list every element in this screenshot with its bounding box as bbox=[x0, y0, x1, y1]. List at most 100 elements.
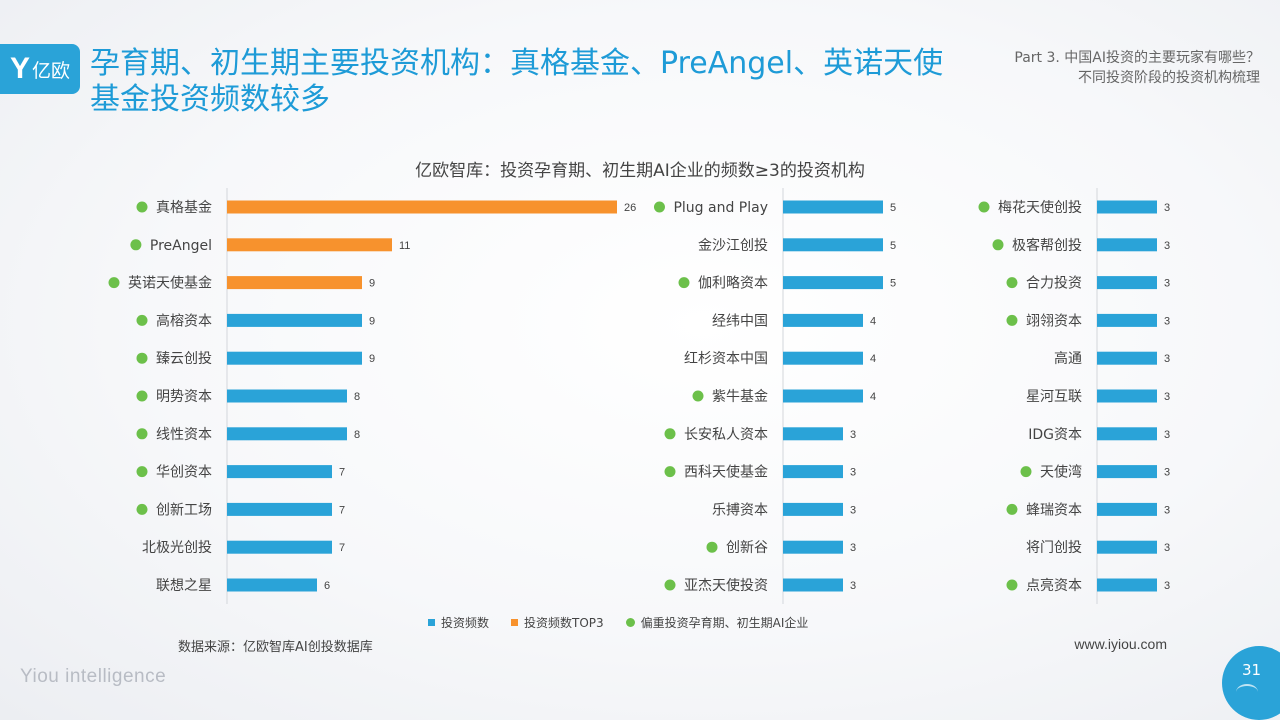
bar bbox=[783, 502, 843, 516]
focus-dot-icon bbox=[1006, 314, 1018, 326]
bar-value-label: 8 bbox=[354, 429, 360, 441]
bar-value-label: 4 bbox=[870, 315, 876, 327]
focus-dot-icon bbox=[136, 352, 148, 364]
bar bbox=[783, 389, 863, 403]
logo-mark: Y bbox=[9, 52, 30, 85]
category-label: 华创资本 bbox=[156, 465, 212, 481]
category-label: 天使湾 bbox=[1040, 464, 1082, 481]
bar-value-label: 8 bbox=[354, 391, 360, 403]
bar bbox=[227, 502, 332, 516]
category-label: 经纬中国 bbox=[712, 313, 768, 329]
bar bbox=[227, 427, 347, 441]
bar-value-label: 3 bbox=[1164, 353, 1170, 365]
bar bbox=[227, 200, 617, 214]
bar-value-label: 5 bbox=[890, 202, 896, 214]
page-title: 孕育期、初生期主要投资机构：真格基金、PreAngel、英诺天使基金投资频数较多 bbox=[90, 46, 944, 117]
legend-label-frequency: 投资频数 bbox=[441, 616, 490, 630]
bar bbox=[1097, 389, 1157, 403]
category-label: 极客帮创投 bbox=[1012, 237, 1082, 254]
bar-value-label: 3 bbox=[1164, 504, 1170, 516]
bar-value-label: 3 bbox=[850, 542, 856, 554]
category-label: PreAngel bbox=[150, 238, 212, 254]
category-label: 长安私人资本 bbox=[684, 427, 768, 443]
bar bbox=[227, 389, 347, 403]
bar bbox=[1097, 465, 1157, 479]
category-label: 英诺天使基金 bbox=[128, 275, 212, 292]
category-label: 亚杰天使投资 bbox=[684, 577, 768, 594]
bar bbox=[783, 276, 883, 290]
bar-value-label: 3 bbox=[1164, 315, 1170, 327]
focus-dot-icon bbox=[136, 428, 148, 440]
focus-dot-icon bbox=[136, 390, 148, 402]
bar-value-label: 3 bbox=[850, 467, 856, 479]
logo-text: 亿欧 bbox=[32, 59, 71, 82]
category-label: 臻云创投 bbox=[156, 351, 212, 367]
bar-value-label: 3 bbox=[1164, 240, 1170, 252]
chart-title: 亿欧智库：投资孕育期、初生期AI企业的频数≥3的投资机构 bbox=[415, 161, 865, 181]
bar-value-label: 5 bbox=[890, 240, 896, 252]
focus-dot-icon bbox=[692, 390, 704, 402]
bar-value-label: 3 bbox=[850, 429, 856, 441]
bar bbox=[1097, 502, 1157, 516]
yiou-logo: Y 亿欧 bbox=[0, 44, 80, 94]
category-label: 将门创投 bbox=[1026, 540, 1082, 556]
legend-item-top3: 投资频数TOP3 bbox=[511, 614, 604, 631]
category-label: 红杉资本中国 bbox=[684, 351, 768, 367]
focus-dot-icon bbox=[664, 428, 676, 440]
category-label: 线性资本 bbox=[156, 427, 212, 443]
focus-dot-icon bbox=[992, 239, 1004, 251]
focus-dot-icon bbox=[136, 503, 148, 515]
focus-dot-icon bbox=[1006, 503, 1018, 515]
chart-legend: 投资频数 投资频数TOP3 偏重投资孕育期、初生期AI企业 bbox=[428, 614, 808, 631]
legend-label-focus: 偏重投资孕育期、初生期AI企业 bbox=[640, 616, 809, 630]
bar-value-label: 26 bbox=[624, 202, 636, 214]
bar bbox=[227, 276, 362, 290]
focus-dot-icon bbox=[108, 277, 120, 289]
focus-dot-icon bbox=[664, 579, 676, 591]
page-number-badge: 31 bbox=[1222, 646, 1280, 720]
focus-dot-icon bbox=[136, 314, 148, 326]
legend-item-focus: 偏重投资孕育期、初生期AI企业 bbox=[625, 614, 809, 631]
category-label: 伽利略资本 bbox=[698, 276, 768, 292]
legend-label-top3: 投资频数TOP3 bbox=[524, 616, 604, 630]
focus-dot-icon bbox=[1006, 579, 1018, 591]
bar bbox=[1097, 238, 1157, 252]
bar bbox=[227, 540, 332, 554]
bar bbox=[783, 200, 883, 214]
bar-value-label: 3 bbox=[1164, 542, 1170, 554]
bar-value-label: 3 bbox=[1164, 202, 1170, 214]
category-label: 真格基金 bbox=[156, 199, 212, 216]
bar bbox=[227, 351, 362, 365]
bar-value-label: 4 bbox=[870, 353, 876, 365]
focus-dot-icon bbox=[1006, 277, 1018, 289]
legend-swatch-frequency bbox=[428, 619, 435, 626]
bar-value-label: 3 bbox=[1164, 391, 1170, 403]
data-source: 数据来源：亿欧智库AI创投数据库 bbox=[178, 640, 373, 655]
bar bbox=[783, 427, 843, 441]
focus-dot-icon bbox=[136, 201, 148, 213]
category-label: 蜂瑞资本 bbox=[1026, 502, 1082, 518]
bar bbox=[227, 238, 392, 252]
bar-value-label: 3 bbox=[850, 580, 856, 592]
category-label: Plug and Play bbox=[673, 200, 768, 216]
section-part: Part 3. 中国AI投资的主要玩家有哪些？ bbox=[1014, 50, 1260, 66]
bar bbox=[783, 465, 843, 479]
bar-value-label: 3 bbox=[1164, 580, 1170, 592]
bar bbox=[1097, 351, 1157, 365]
bar-value-label: 5 bbox=[890, 278, 896, 290]
bar-value-label: 7 bbox=[339, 542, 345, 554]
category-label: 北极光创投 bbox=[142, 540, 212, 556]
legend-item-frequency: 投资频数 bbox=[428, 614, 489, 631]
bar bbox=[227, 578, 317, 592]
category-label: 高通 bbox=[1054, 350, 1082, 367]
category-label: 点亮资本 bbox=[1026, 577, 1082, 594]
category-label: 紫牛基金 bbox=[712, 388, 768, 405]
category-label: 星河互联 bbox=[1026, 389, 1082, 405]
bar bbox=[783, 238, 883, 252]
category-label: 联想之星 bbox=[156, 578, 212, 594]
focus-dot-icon bbox=[706, 541, 718, 553]
bar bbox=[1097, 313, 1157, 327]
bar bbox=[783, 540, 843, 554]
category-label: 创新谷 bbox=[726, 540, 768, 556]
category-label: IDG资本 bbox=[1028, 427, 1082, 443]
